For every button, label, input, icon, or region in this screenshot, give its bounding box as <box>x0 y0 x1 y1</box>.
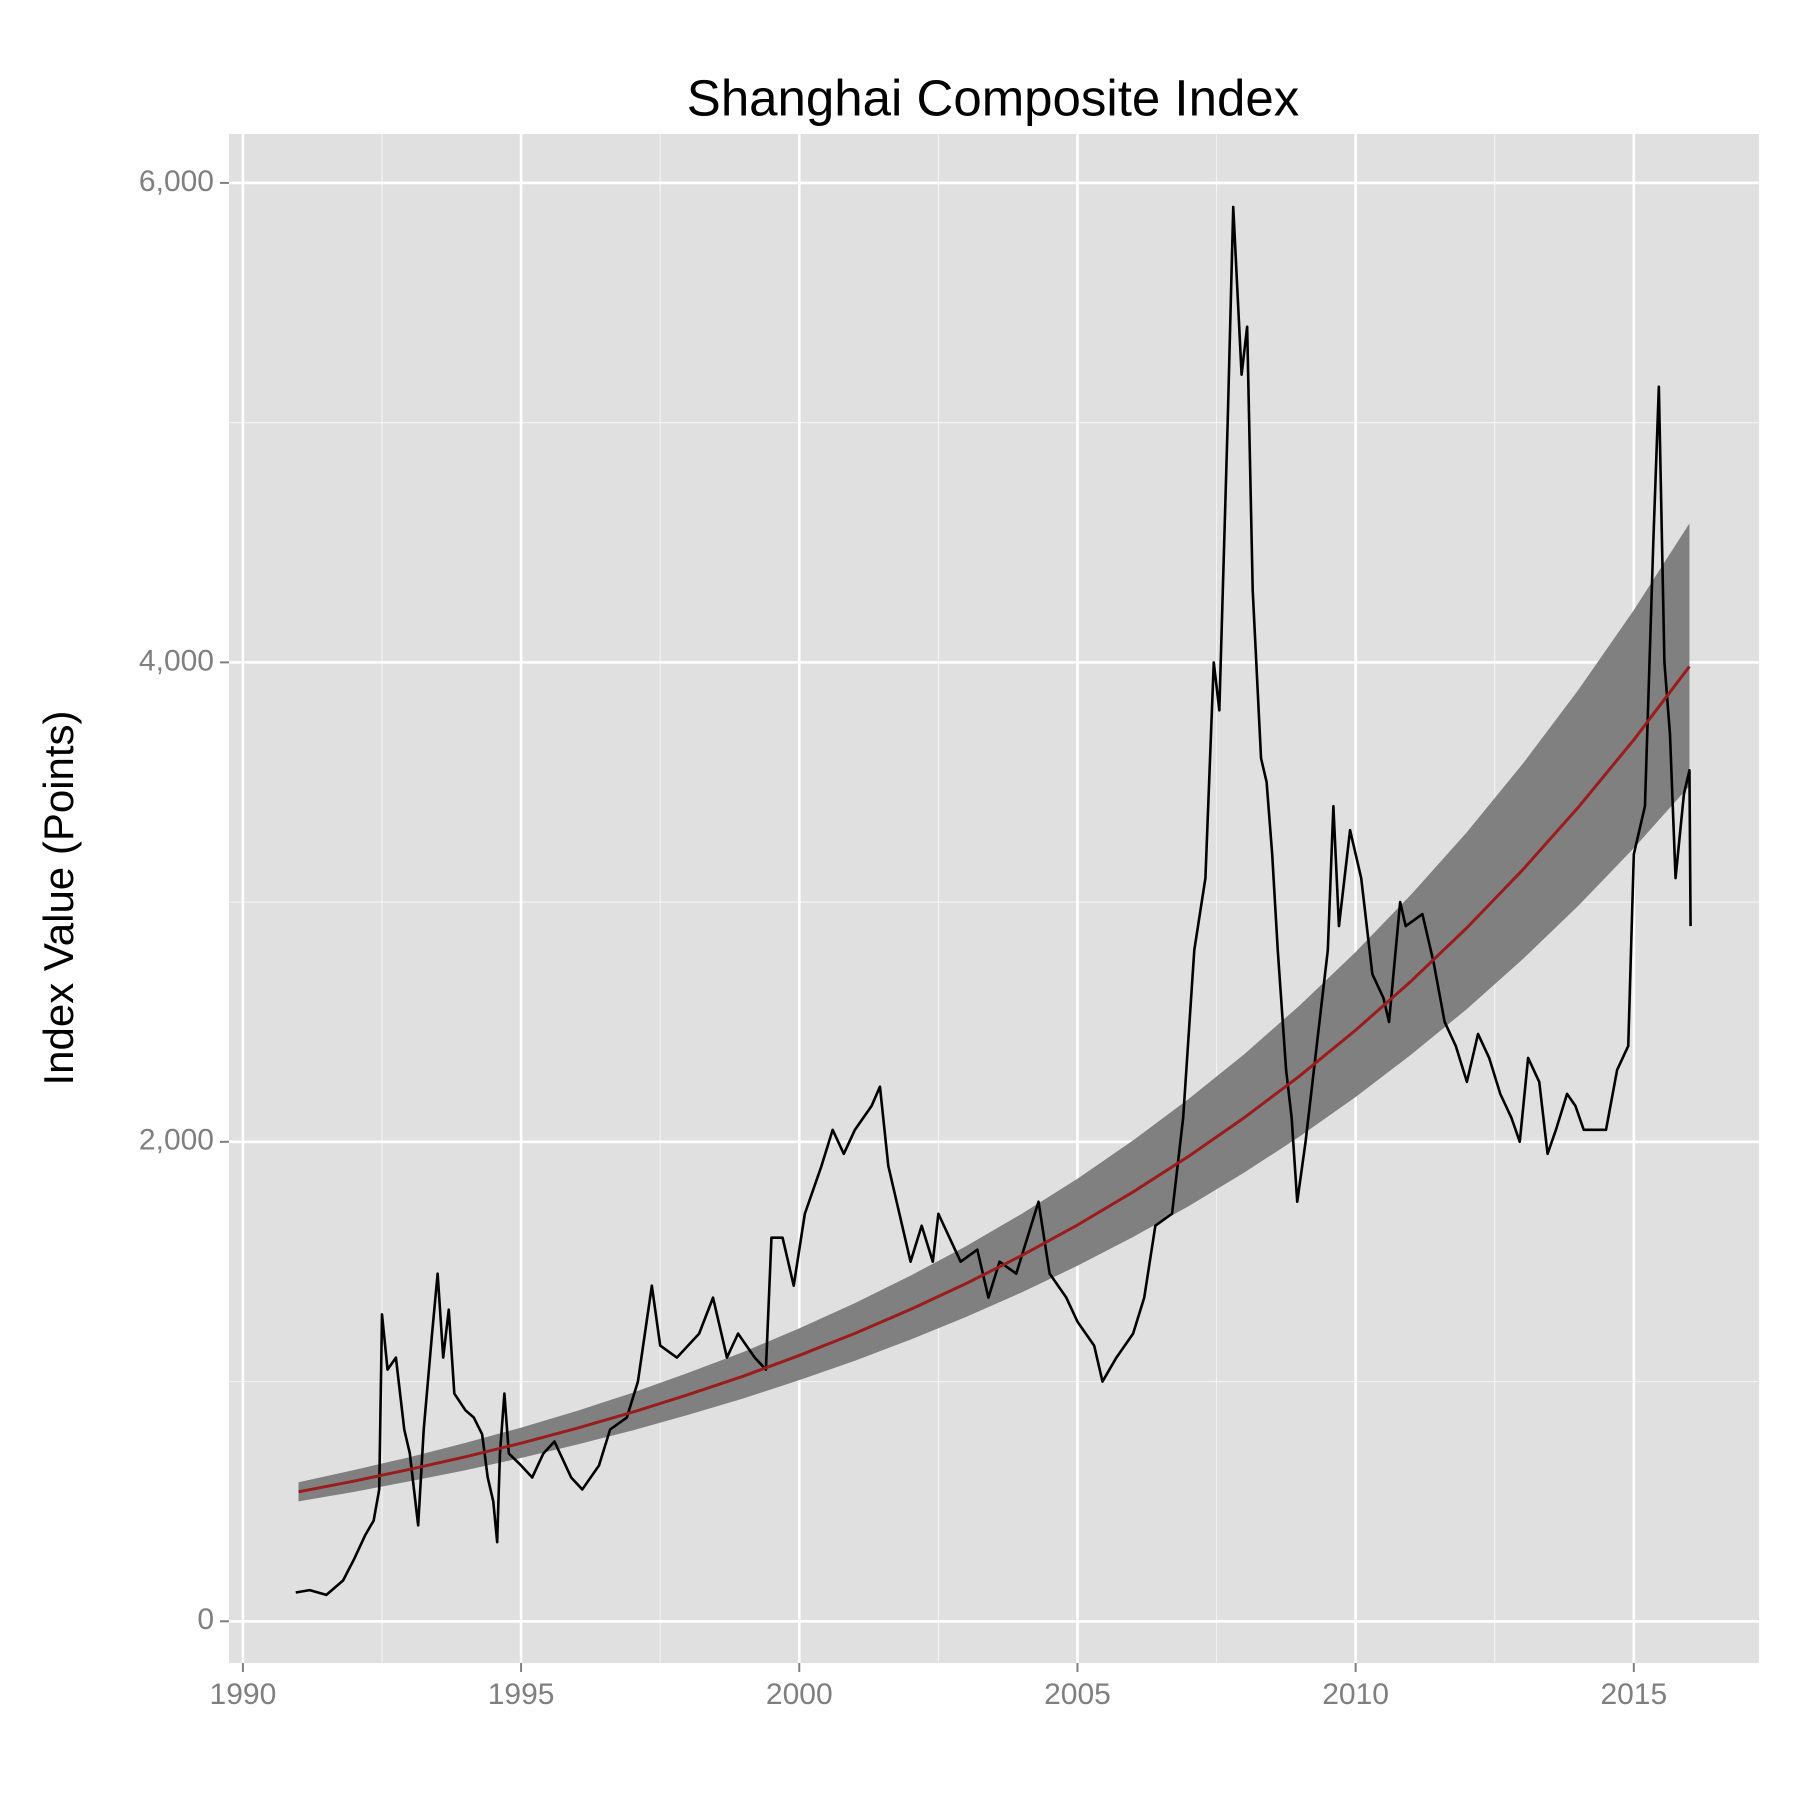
x-tick-label: 1995 <box>488 1678 555 1711</box>
x-tick-label: 1990 <box>210 1678 277 1711</box>
x-tick-label: 2000 <box>766 1678 833 1711</box>
confidence-band <box>298 523 1690 1502</box>
y-tick-label: 4,000 <box>139 644 214 677</box>
y-tick-label: 2,000 <box>139 1124 214 1157</box>
y-axis-label: Index Value (Points) <box>35 710 82 1085</box>
chart-title: Shanghai Composite Index <box>687 69 1299 126</box>
x-tick-label: 2005 <box>1044 1678 1111 1711</box>
x-tick-label: 2010 <box>1322 1678 1389 1711</box>
x-tick-label: 2015 <box>1600 1678 1667 1711</box>
y-tick-label: 6,000 <box>139 165 214 198</box>
data-line <box>298 665 1691 1494</box>
y-tick-label: 0 <box>197 1603 214 1636</box>
